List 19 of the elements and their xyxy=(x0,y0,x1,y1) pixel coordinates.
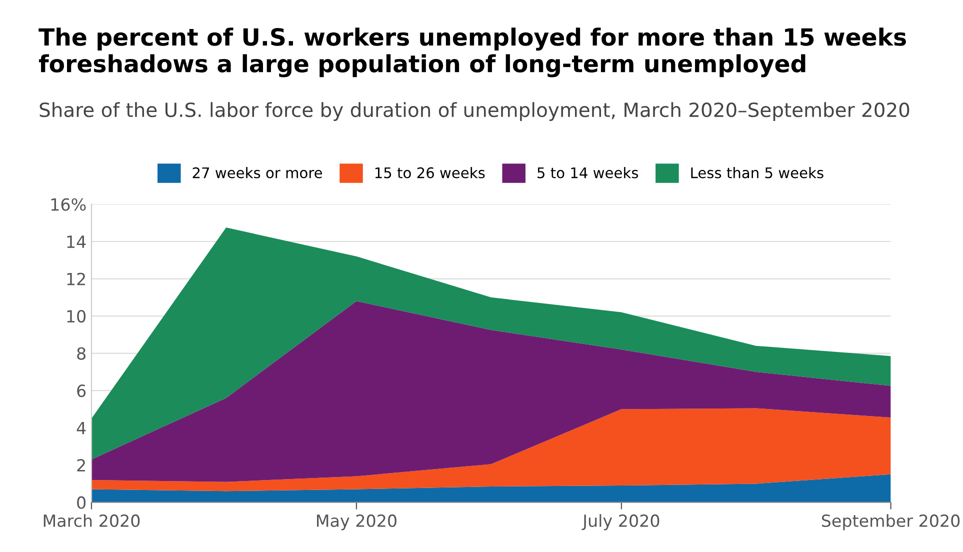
y-tick-label: 8 xyxy=(77,347,86,360)
y-tick-label: 6 xyxy=(77,384,86,398)
legend-label: 27 weeks or more xyxy=(192,167,322,178)
y-tick-label: 14 xyxy=(67,236,86,248)
y-tick-label: 10 xyxy=(67,310,86,323)
y-tick-label: 0 xyxy=(77,496,86,509)
legend-label: 5 to 14 weeks xyxy=(538,167,638,178)
chart-subtitle: Share of the U.S. labor force by duration of unemployment, March 2020–September 2020 xyxy=(40,102,910,121)
x-tick-label: March 2020 xyxy=(44,514,140,528)
chart-title: The percent of U.S. workers unemployed for more than 15 weeks foreshadows a large population of long-term unemployed xyxy=(38,28,906,78)
y-tick-label: 12 xyxy=(67,272,85,286)
y-tick-label: 4 xyxy=(76,422,86,434)
legend-label: Less than 5 weeks xyxy=(691,167,824,178)
x-tick-label: September 2020 xyxy=(822,514,960,530)
y-tick-label: 16% xyxy=(51,198,86,211)
x-tick-label: May 2020 xyxy=(317,514,396,530)
legend-label: 15 to 26 weeks xyxy=(375,167,485,178)
y-tick-label: 2 xyxy=(77,459,85,472)
x-tick-label: July 2020 xyxy=(582,514,660,530)
